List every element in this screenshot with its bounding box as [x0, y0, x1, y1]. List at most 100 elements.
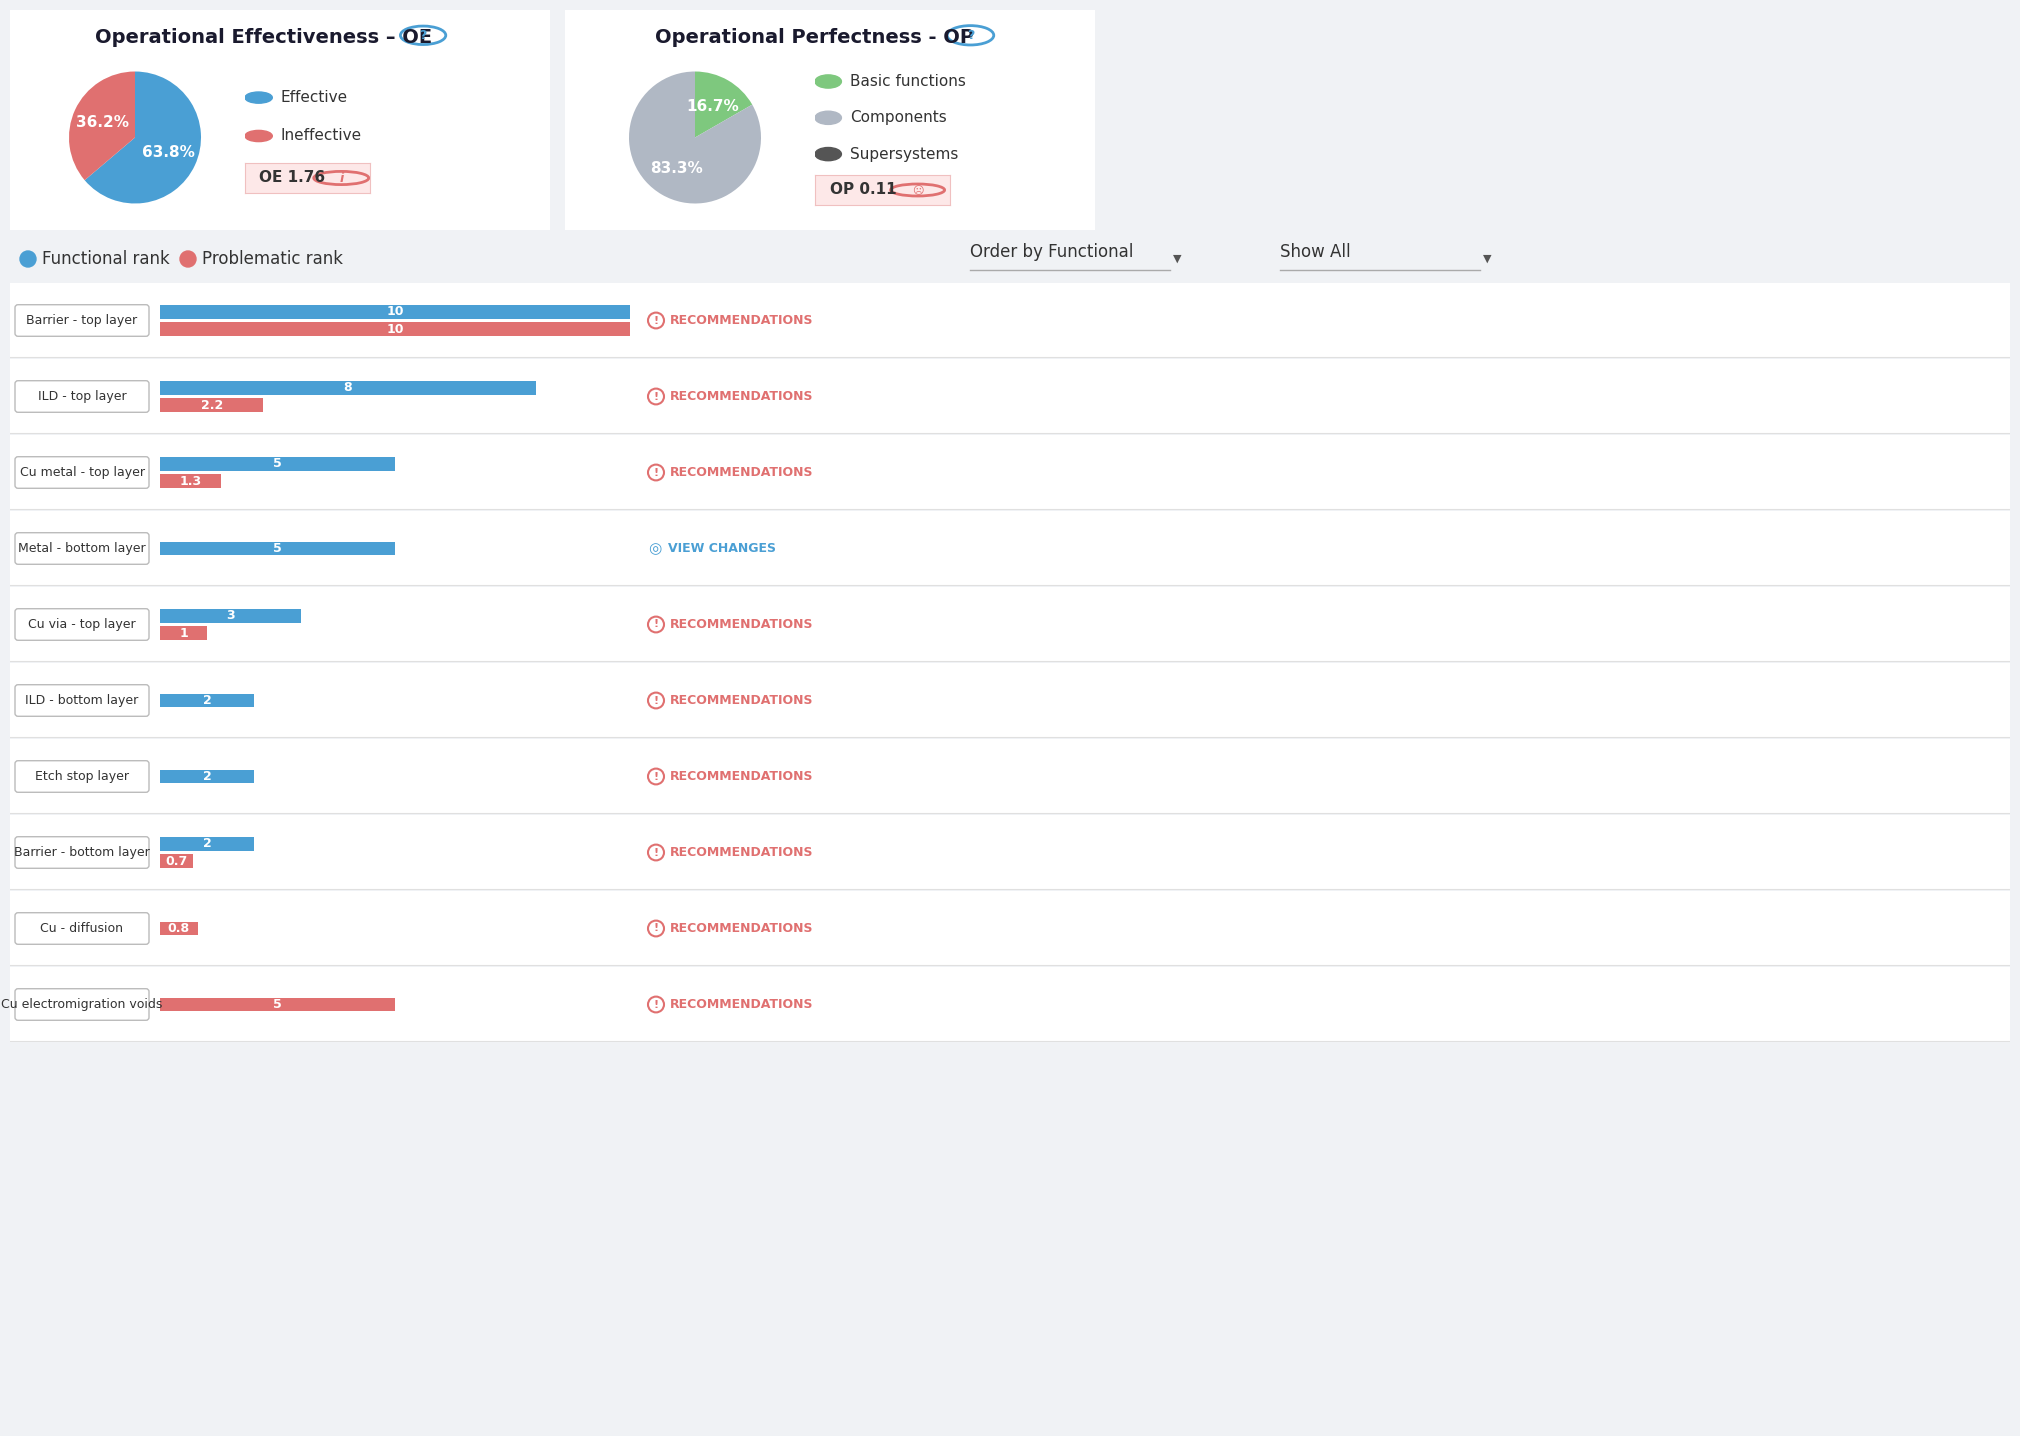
- FancyBboxPatch shape: [160, 323, 630, 336]
- Text: 2: 2: [202, 837, 212, 850]
- Text: Order by Functional: Order by Functional: [970, 243, 1133, 261]
- Text: 16.7%: 16.7%: [687, 99, 739, 113]
- FancyBboxPatch shape: [160, 457, 396, 471]
- Text: !: !: [652, 316, 659, 326]
- Text: Cu via - top layer: Cu via - top layer: [28, 617, 135, 630]
- Circle shape: [244, 92, 273, 103]
- FancyBboxPatch shape: [160, 304, 630, 319]
- Text: !: !: [652, 468, 659, 478]
- Text: 2: 2: [202, 694, 212, 707]
- Text: Components: Components: [850, 111, 947, 125]
- Text: !: !: [652, 619, 659, 629]
- Wedge shape: [85, 72, 202, 204]
- Text: 36.2%: 36.2%: [75, 115, 129, 129]
- Text: Barrier - top layer: Barrier - top layer: [26, 314, 137, 327]
- Text: ▼: ▼: [1483, 254, 1491, 264]
- Text: ?: ?: [420, 29, 426, 42]
- FancyBboxPatch shape: [160, 694, 255, 708]
- Text: Functional rank: Functional rank: [42, 250, 170, 269]
- Text: OP 0.11: OP 0.11: [830, 182, 897, 198]
- Text: Problematic rank: Problematic rank: [202, 250, 343, 269]
- Text: ◎: ◎: [648, 541, 661, 556]
- Circle shape: [180, 251, 196, 267]
- Text: RECOMMENDATIONS: RECOMMENDATIONS: [671, 694, 814, 707]
- Text: ▼: ▼: [1174, 254, 1182, 264]
- FancyBboxPatch shape: [160, 837, 255, 850]
- FancyBboxPatch shape: [160, 541, 396, 556]
- Text: RECOMMENDATIONS: RECOMMENDATIONS: [671, 617, 814, 630]
- Text: 83.3%: 83.3%: [650, 161, 703, 177]
- Text: 5: 5: [273, 541, 283, 554]
- FancyBboxPatch shape: [14, 837, 149, 869]
- Text: Ineffective: Ineffective: [281, 128, 362, 144]
- Text: Cu electromigration voids: Cu electromigration voids: [2, 998, 164, 1011]
- Text: !: !: [652, 695, 659, 705]
- Text: 8: 8: [343, 381, 351, 393]
- FancyBboxPatch shape: [160, 922, 198, 935]
- FancyBboxPatch shape: [160, 609, 301, 623]
- FancyBboxPatch shape: [14, 304, 149, 336]
- Text: 2.2: 2.2: [200, 399, 222, 412]
- Text: Effective: Effective: [281, 90, 347, 105]
- Text: OE 1.76: OE 1.76: [259, 171, 325, 185]
- Text: Basic functions: Basic functions: [850, 75, 966, 89]
- Circle shape: [814, 148, 842, 161]
- Text: Operational Effectiveness – OE: Operational Effectiveness – OE: [95, 27, 432, 46]
- Text: Cu metal - top layer: Cu metal - top layer: [20, 467, 145, 480]
- FancyBboxPatch shape: [160, 398, 263, 412]
- Wedge shape: [695, 72, 751, 138]
- Text: Barrier - bottom layer: Barrier - bottom layer: [14, 846, 149, 859]
- Text: RECOMMENDATIONS: RECOMMENDATIONS: [671, 846, 814, 859]
- Text: Supersystems: Supersystems: [850, 146, 960, 162]
- Text: 1.3: 1.3: [180, 475, 202, 488]
- Text: 3: 3: [226, 609, 234, 622]
- FancyBboxPatch shape: [14, 533, 149, 564]
- Text: 10: 10: [386, 323, 404, 336]
- Text: 0.7: 0.7: [166, 854, 188, 867]
- Text: ILD - bottom layer: ILD - bottom layer: [26, 694, 139, 707]
- Text: 0.8: 0.8: [168, 922, 190, 935]
- FancyBboxPatch shape: [160, 381, 535, 395]
- FancyBboxPatch shape: [160, 770, 255, 784]
- Text: 63.8%: 63.8%: [141, 145, 194, 161]
- Text: 1: 1: [180, 628, 188, 640]
- Circle shape: [814, 75, 842, 88]
- Text: Metal - bottom layer: Metal - bottom layer: [18, 541, 145, 554]
- Text: ?: ?: [968, 29, 974, 42]
- FancyBboxPatch shape: [14, 761, 149, 793]
- Text: RECOMMENDATIONS: RECOMMENDATIONS: [671, 998, 814, 1011]
- FancyBboxPatch shape: [14, 457, 149, 488]
- Text: ☹: ☹: [911, 187, 923, 197]
- FancyBboxPatch shape: [160, 626, 206, 640]
- Text: RECOMMENDATIONS: RECOMMENDATIONS: [671, 391, 814, 404]
- Text: RECOMMENDATIONS: RECOMMENDATIONS: [671, 770, 814, 783]
- Text: Cu - diffusion: Cu - diffusion: [40, 922, 123, 935]
- Text: i: i: [339, 171, 343, 184]
- Text: !: !: [652, 392, 659, 402]
- Text: 10: 10: [386, 304, 404, 319]
- FancyBboxPatch shape: [160, 854, 192, 869]
- FancyBboxPatch shape: [14, 685, 149, 717]
- Text: VIEW CHANGES: VIEW CHANGES: [669, 541, 776, 554]
- Text: RECOMMENDATIONS: RECOMMENDATIONS: [671, 314, 814, 327]
- Text: !: !: [652, 923, 659, 933]
- Text: 5: 5: [273, 457, 283, 470]
- Text: 5: 5: [273, 998, 283, 1011]
- FancyBboxPatch shape: [160, 998, 396, 1011]
- Wedge shape: [628, 72, 762, 204]
- Text: !: !: [652, 999, 659, 1010]
- Text: Etch stop layer: Etch stop layer: [34, 770, 129, 783]
- FancyBboxPatch shape: [160, 474, 220, 488]
- Text: !: !: [652, 771, 659, 781]
- Text: ILD - top layer: ILD - top layer: [38, 391, 127, 404]
- Text: !: !: [652, 847, 659, 857]
- Text: RECOMMENDATIONS: RECOMMENDATIONS: [671, 922, 814, 935]
- Circle shape: [814, 111, 842, 125]
- Circle shape: [244, 131, 273, 142]
- FancyBboxPatch shape: [14, 989, 149, 1021]
- Wedge shape: [69, 72, 135, 180]
- Text: 2: 2: [202, 770, 212, 783]
- Text: Operational Perfectness - OP: Operational Perfectness - OP: [654, 27, 974, 46]
- FancyBboxPatch shape: [14, 609, 149, 640]
- Text: RECOMMENDATIONS: RECOMMENDATIONS: [671, 467, 814, 480]
